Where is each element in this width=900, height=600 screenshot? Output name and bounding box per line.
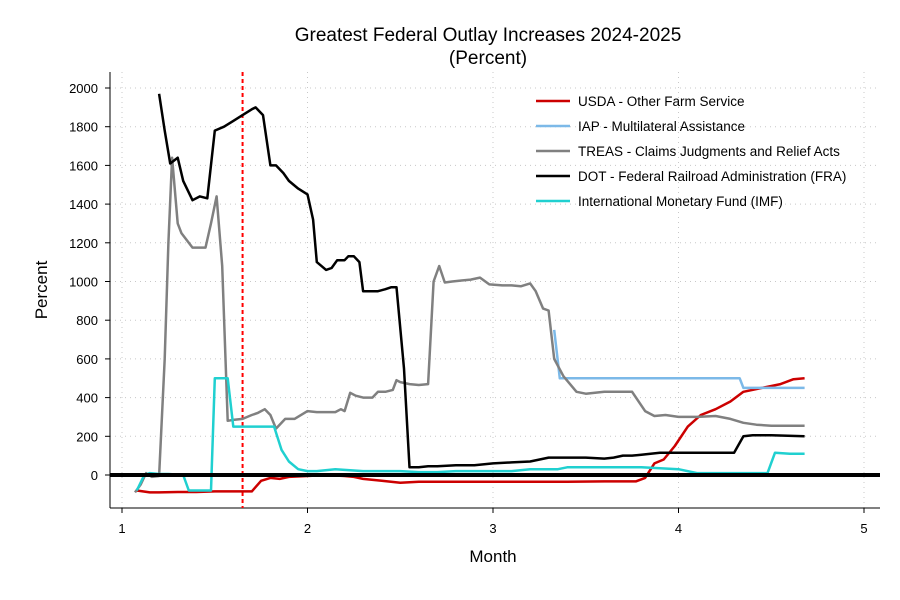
series-line-0 [136,377,805,494]
legend-label-1: IAP - Multilateral Assistance [578,119,745,134]
y-tick-label-600: 600 [76,352,98,367]
legend: USDA - Other Farm Service IAP - Multilate… [536,94,846,209]
y-tick-label-1800: 1800 [69,120,98,135]
x-tick-label-3: 3 [489,521,496,536]
y-tick-label-2000: 2000 [69,81,98,96]
grid [110,72,880,508]
x-axis-label: Month [469,547,516,566]
y-tick-label-200: 200 [76,429,98,444]
y-tick-label-400: 400 [76,391,98,406]
x-tick-label-4: 4 [675,521,682,536]
series-line-1 [552,329,805,390]
legend-label-4: International Monetary Fund (IMF) [578,194,783,209]
plot-frame [109,72,880,509]
y-tick-label-800: 800 [76,313,98,328]
x-tick-label-1: 1 [118,521,125,536]
series-line-3 [157,93,805,469]
y-tick-label-0: 0 [91,468,98,483]
legend-label-2: TREAS - Claims Judgments and Relief Acts [578,144,840,159]
legend-label-3: DOT - Federal Railroad Administration (F… [578,169,846,184]
y-tick-label-1400: 1400 [69,197,98,212]
chart-title: Greatest Federal Outlay Increases 2024-2… [295,25,682,46]
series-line-2 [133,156,805,494]
x-axis-ticks: 1 2 3 4 5 [118,508,868,536]
y-tick-label-1200: 1200 [69,236,98,251]
chart-subtitle: (Percent) [449,48,527,69]
y-tick-label-1600: 1600 [69,158,98,173]
legend-label-0: USDA - Other Farm Service [578,94,745,109]
y-axis-label: Percent [32,260,51,319]
y-tick-label-1000: 1000 [69,275,98,290]
x-tick-label-2: 2 [304,521,311,536]
x-tick-label-5: 5 [860,521,867,536]
y-axis-ticks: 0 200 400 600 800 1000 1200 1400 1600 1800 2000 [69,81,110,483]
